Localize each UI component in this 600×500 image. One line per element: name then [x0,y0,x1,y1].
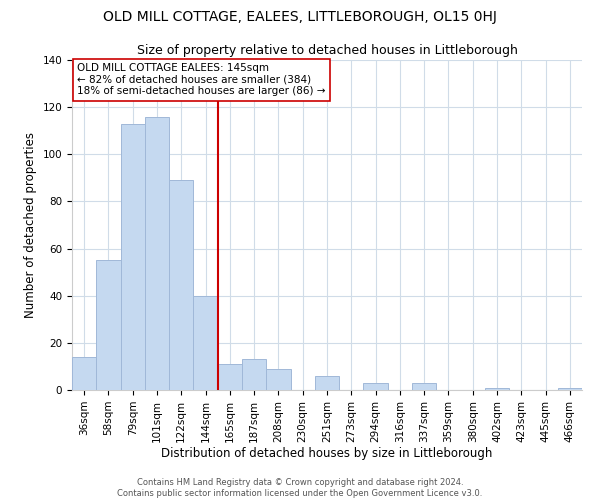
Bar [485,388,509,390]
Bar [96,260,121,390]
Bar [315,376,339,390]
Bar [145,116,169,390]
Bar [412,383,436,390]
Text: OLD MILL COTTAGE EALEES: 145sqm
← 82% of detached houses are smaller (384)
18% o: OLD MILL COTTAGE EALEES: 145sqm ← 82% of… [77,64,326,96]
Text: Contains HM Land Registry data © Crown copyright and database right 2024.
Contai: Contains HM Land Registry data © Crown c… [118,478,482,498]
X-axis label: Distribution of detached houses by size in Littleborough: Distribution of detached houses by size … [161,448,493,460]
Bar [558,388,582,390]
Bar [193,296,218,390]
Bar [218,364,242,390]
Bar [266,369,290,390]
Text: OLD MILL COTTAGE, EALEES, LITTLEBOROUGH, OL15 0HJ: OLD MILL COTTAGE, EALEES, LITTLEBOROUGH,… [103,10,497,24]
Y-axis label: Number of detached properties: Number of detached properties [24,132,37,318]
Bar [364,383,388,390]
Bar [121,124,145,390]
Bar [169,180,193,390]
Bar [242,360,266,390]
Bar [72,357,96,390]
Title: Size of property relative to detached houses in Littleborough: Size of property relative to detached ho… [137,44,517,58]
